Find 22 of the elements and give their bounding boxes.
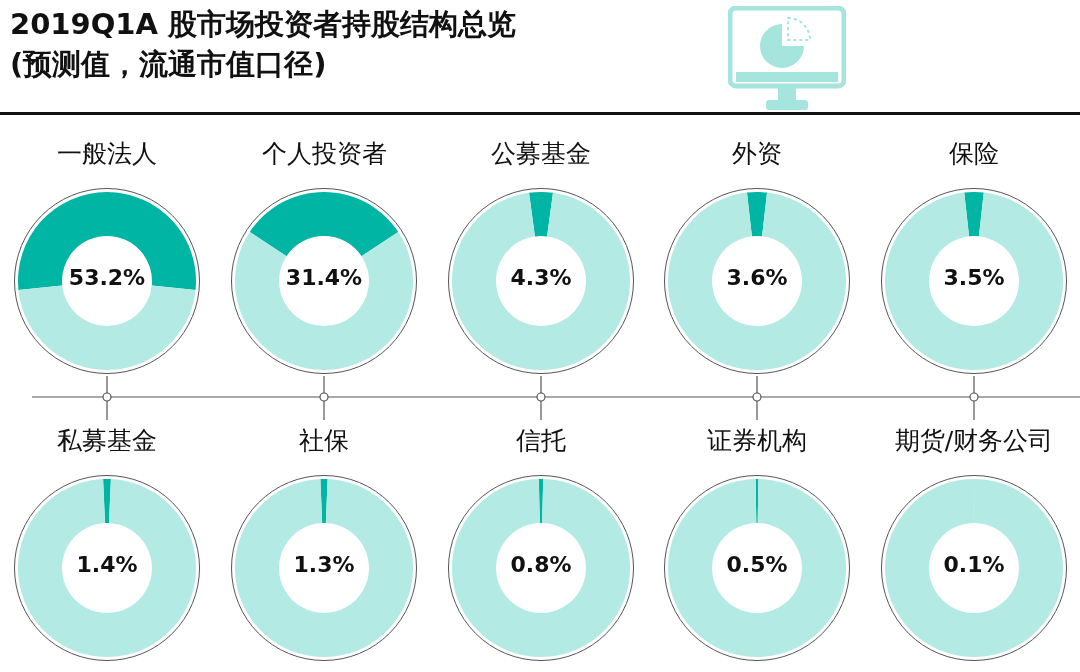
data-label: 3.6% (726, 264, 788, 290)
chart-title: 社保 (299, 426, 349, 455)
data-label: 0.8% (510, 551, 572, 577)
data-label: 53.2% (68, 264, 146, 290)
data-label: 0.1% (943, 551, 1005, 577)
data-label: 31.4% (285, 264, 363, 290)
chart-title: 外资 (732, 139, 782, 168)
chart-title: 保险 (949, 139, 999, 168)
data-label: 4.3% (510, 264, 572, 290)
chart-title: 证券机构 (707, 426, 807, 455)
data-label: 3.5% (943, 264, 1005, 290)
text: (预测值，流通市值口径) (10, 46, 328, 83)
data-label: 0.5% (726, 551, 788, 577)
chart-title: 信托 (516, 426, 566, 455)
chart-title: 个人投资者 (261, 139, 387, 168)
chart-title: 私募基金 (57, 426, 157, 455)
chart-title: 一般法人 (57, 139, 157, 168)
chart-title: 期货/财务公司 (894, 426, 1054, 455)
data-label: 1.3% (293, 551, 355, 577)
text: 2019Q1A 股市场投资者持股结构总览 (10, 6, 517, 43)
chart-title: 公募基金 (491, 139, 591, 168)
data-label: 1.4% (76, 551, 138, 577)
